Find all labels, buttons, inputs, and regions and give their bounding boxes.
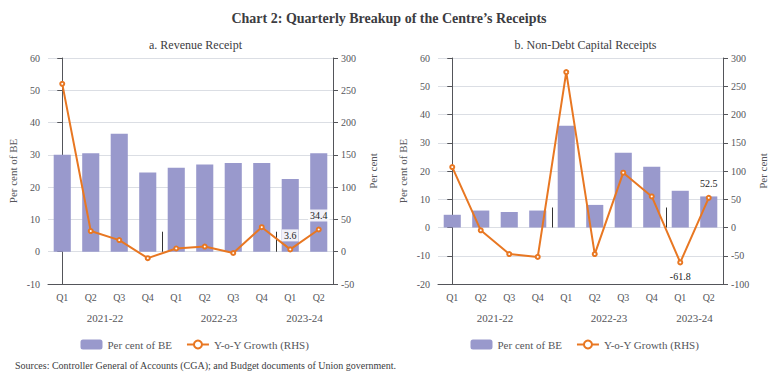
svg-text:0: 0 — [425, 222, 430, 233]
svg-text:Q4: Q4 — [646, 292, 658, 303]
svg-text:2023-24: 2023-24 — [676, 312, 713, 324]
svg-text:-61.8: -61.8 — [670, 271, 691, 282]
svg-text:Q3: Q3 — [227, 292, 239, 303]
svg-text:52.5: 52.5 — [700, 178, 718, 189]
svg-text:50: 50 — [30, 85, 40, 96]
svg-text:Q4: Q4 — [142, 292, 154, 303]
svg-text:Per cent: Per cent — [367, 153, 379, 189]
svg-text:50: 50 — [341, 214, 351, 225]
svg-text:30: 30 — [30, 149, 40, 160]
svg-text:100: 100 — [341, 182, 356, 193]
svg-text:-100: -100 — [731, 279, 749, 290]
svg-text:Q1: Q1 — [284, 292, 296, 303]
svg-text:Q4: Q4 — [256, 292, 268, 303]
svg-text:10: 10 — [30, 214, 40, 225]
svg-text:Q1: Q1 — [170, 292, 182, 303]
svg-text:10: 10 — [420, 194, 430, 205]
svg-text:Y-o-Y Growth (RHS): Y-o-Y Growth (RHS) — [604, 339, 699, 352]
svg-text:-50: -50 — [731, 250, 744, 261]
svg-text:20: 20 — [420, 166, 430, 177]
svg-text:2022-23: 2022-23 — [591, 312, 628, 324]
svg-text:3.6: 3.6 — [284, 230, 297, 241]
svg-text:0: 0 — [731, 222, 736, 233]
svg-text:Per cent of BE: Per cent of BE — [7, 138, 19, 203]
svg-text:-50: -50 — [341, 279, 354, 290]
svg-text:2022-23: 2022-23 — [201, 312, 238, 324]
svg-text:Chart 2: Quarterly Breakup of: Chart 2: Quarterly Breakup of the Centre… — [231, 11, 547, 26]
svg-text:Q3: Q3 — [113, 292, 125, 303]
svg-text:2023-24: 2023-24 — [286, 312, 323, 324]
svg-text:150: 150 — [731, 137, 746, 148]
svg-text:Q1: Q1 — [446, 292, 458, 303]
svg-text:0: 0 — [35, 246, 40, 257]
svg-text:a. Revenue Receipt: a. Revenue Receipt — [149, 38, 243, 52]
svg-text:300: 300 — [731, 53, 746, 64]
svg-text:200: 200 — [731, 109, 746, 120]
svg-text:150: 150 — [341, 149, 356, 160]
svg-text:Per cent of BE: Per cent of BE — [498, 339, 563, 351]
svg-text:Q2: Q2 — [85, 292, 97, 303]
svg-text:Q2: Q2 — [703, 292, 715, 303]
svg-text:-10: -10 — [27, 279, 40, 290]
svg-text:Per cent: Per cent — [757, 153, 769, 189]
svg-text:200: 200 — [341, 117, 356, 128]
svg-text:Q2: Q2 — [589, 292, 601, 303]
svg-text:Q4: Q4 — [532, 292, 544, 303]
svg-text:Q3: Q3 — [503, 292, 515, 303]
svg-text:34.4: 34.4 — [310, 210, 328, 221]
svg-text:-10: -10 — [417, 250, 430, 261]
svg-text:300: 300 — [341, 53, 356, 64]
svg-text:30: 30 — [420, 137, 430, 148]
svg-text:Q2: Q2 — [199, 292, 211, 303]
svg-text:0: 0 — [341, 246, 346, 257]
svg-text:250: 250 — [341, 85, 356, 96]
svg-text:40: 40 — [420, 109, 430, 120]
svg-text:Q3: Q3 — [617, 292, 629, 303]
svg-text:50: 50 — [420, 81, 430, 92]
svg-text:Q1: Q1 — [56, 292, 68, 303]
svg-text:Y-o-Y Growth (RHS): Y-o-Y Growth (RHS) — [214, 339, 309, 352]
svg-text:Per cent of BE: Per cent of BE — [397, 138, 409, 203]
svg-text:60: 60 — [30, 53, 40, 64]
svg-text:40: 40 — [30, 117, 40, 128]
svg-text:-20: -20 — [417, 279, 430, 290]
svg-text:20: 20 — [30, 182, 40, 193]
svg-text:50: 50 — [731, 194, 741, 205]
svg-text:2021-22: 2021-22 — [87, 312, 124, 324]
svg-text:2021-22: 2021-22 — [477, 312, 514, 324]
svg-text:b. Non-Debt Capital Receipts: b. Non-Debt Capital Receipts — [515, 38, 657, 52]
svg-text:60: 60 — [420, 53, 430, 64]
svg-text:100: 100 — [731, 166, 746, 177]
svg-text:Q2: Q2 — [475, 292, 487, 303]
svg-text:Q2: Q2 — [313, 292, 325, 303]
svg-text:Sources: Controller General of: Sources: Controller General of Accounts … — [15, 360, 396, 372]
svg-text:Q1: Q1 — [560, 292, 572, 303]
svg-text:Per cent of BE: Per cent of BE — [108, 339, 173, 351]
svg-text:250: 250 — [731, 81, 746, 92]
svg-text:Q1: Q1 — [674, 292, 686, 303]
